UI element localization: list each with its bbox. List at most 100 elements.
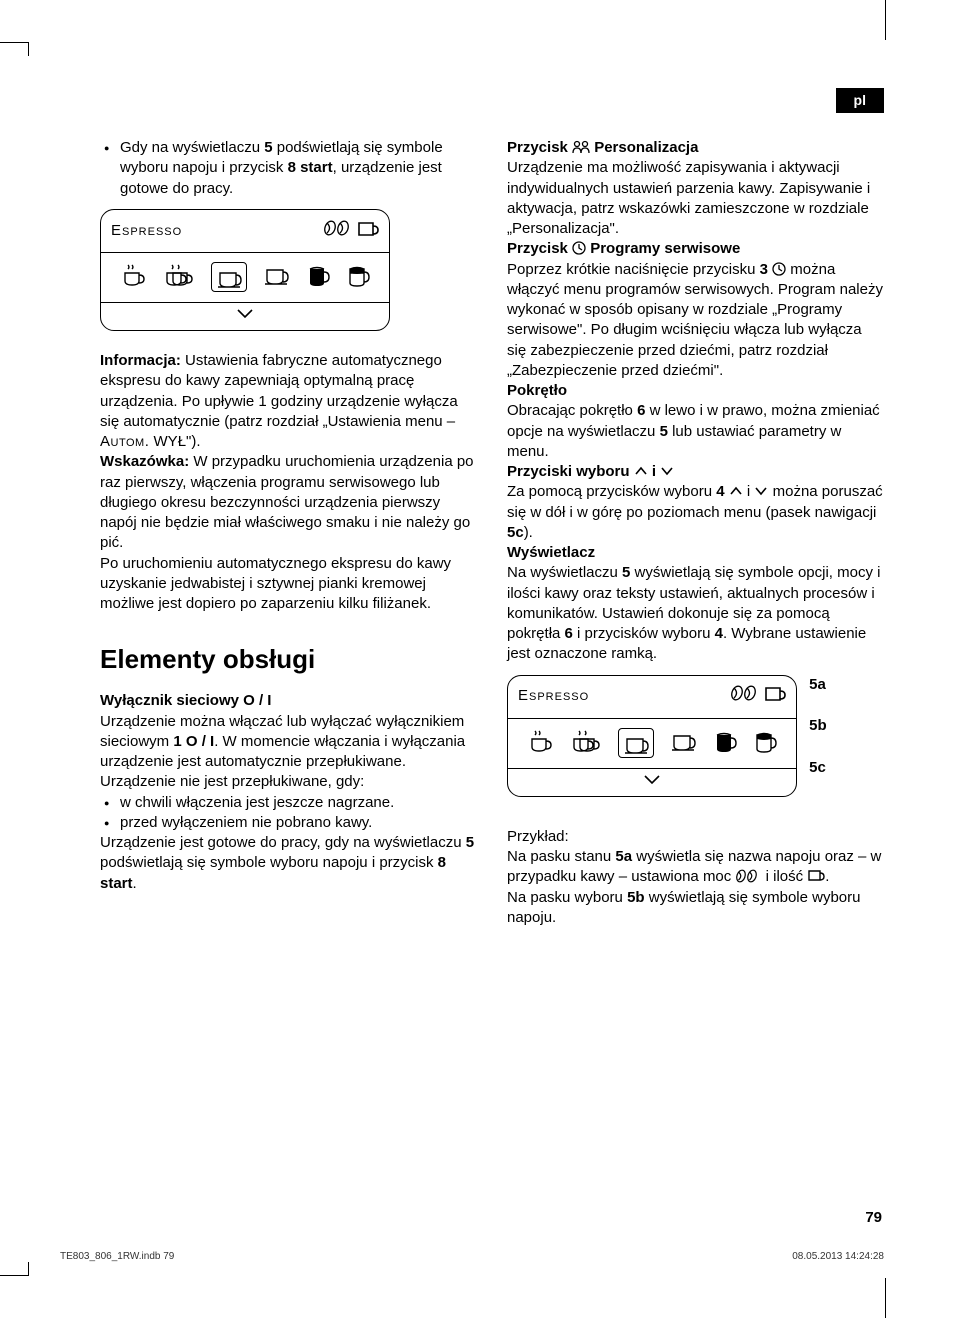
example-label: Przykład: <box>507 827 884 847</box>
chevron-up-icon <box>634 463 648 480</box>
text: WYŁ"). <box>149 433 200 450</box>
ref: 5 <box>264 139 272 156</box>
right-column: Przycisk Personalizacja Urządzenie ma mo… <box>507 138 884 928</box>
display-title: Espresso <box>518 686 589 706</box>
ref: 5a <box>615 848 632 865</box>
paragraph: Urządzenie można włączać lub wyłączać wy… <box>100 712 477 773</box>
page-number: 79 <box>865 1208 882 1228</box>
ref: 5c <box>507 524 524 541</box>
cup-large-icon <box>670 728 696 758</box>
paragraph: Na pasku stanu 5a wyświetla się nazwa na… <box>507 847 884 888</box>
text: Urządzenie jest gotowe do pracy, gdy na … <box>100 834 466 851</box>
footer-left: TE803_806_1RW.indb 79 <box>60 1250 174 1264</box>
subheading-power: Wyłącznik sieciowy O / I <box>100 691 477 711</box>
beans-icon <box>735 868 761 885</box>
text: można włączyć menu programów serwisowych… <box>507 261 883 379</box>
chevron-up-icon <box>729 483 743 500</box>
paragraph: Urządzenie nie jest przepłukiwane, gdy: <box>100 772 477 792</box>
chevron-down-icon <box>754 483 768 500</box>
ref: 6 <box>565 625 573 642</box>
display-illustration-labeled: Espresso <box>507 675 797 797</box>
ref: 4 <box>715 625 723 642</box>
cup-size-icon <box>807 868 825 885</box>
info-paragraph: Informacja: Ustawienia fabryczne automat… <box>100 351 477 452</box>
language-tab: pl <box>836 88 884 113</box>
left-column: Gdy na wyświetlaczu 5 podświetlają się s… <box>100 138 477 928</box>
paragraph: Obracając pokrętło 6 w lewo i w prawo, m… <box>507 401 884 462</box>
paragraph: Na wyświetlaczu 5 wyświetlają się symbol… <box>507 563 884 664</box>
label-5a: 5a <box>809 675 827 695</box>
text: i <box>648 463 661 480</box>
label-5b: 5b <box>809 716 827 736</box>
ref: 3 <box>760 261 768 278</box>
ref: 8 start <box>288 159 333 176</box>
subheading-knob: Pokrętło <box>507 381 884 401</box>
ref: 1 O / I <box>173 733 214 750</box>
text: Za pomocą przycisków wyboru <box>507 483 716 500</box>
chevron-down-icon <box>643 772 661 792</box>
service-icon <box>572 240 586 257</box>
hint-paragraph: Wskazówka: W przypadku uruchomienia urzą… <box>100 452 477 553</box>
mug-filled-icon <box>305 261 329 293</box>
content-columns: Gdy na wyświetlaczu 5 podświetlają się s… <box>100 138 884 928</box>
paragraph: Urządzenie jest gotowe do pracy, gdy na … <box>100 833 477 894</box>
chevron-down-icon <box>660 463 674 480</box>
strength-size-icons <box>730 682 786 710</box>
display-illustration: Espresso <box>100 209 390 331</box>
label-5c: 5c <box>809 758 827 778</box>
paragraph: Po uruchomieniu automatycznego ekspresu … <box>100 554 477 615</box>
ref: 5 <box>660 423 668 440</box>
subheading-service: Przycisk Programy serwisowe <box>507 239 884 259</box>
cup-small-icon <box>526 727 554 759</box>
text: Przyciski wyboru <box>507 463 634 480</box>
mug-filled-icon <box>712 727 736 759</box>
smallcaps: Autom. <box>100 433 149 450</box>
text: Gdy na wyświetlaczu <box>120 139 264 156</box>
paragraph: Urządzenie ma możliwość zapisywania i ak… <box>507 158 884 239</box>
text: i przycisków wyboru <box>573 625 715 642</box>
footer-right: 08.05.2013 14:24:28 <box>792 1250 884 1264</box>
cup-small-icon <box>119 261 147 293</box>
display-row-labels: 5a 5b 5c <box>809 665 827 789</box>
text: ). <box>524 524 533 541</box>
list-item: w chwili włączenia jest jeszcze nagrzane… <box>100 793 477 813</box>
paragraph: Na pasku wyboru 5b wyświetlają się symbo… <box>507 888 884 929</box>
ref: 5 <box>466 834 474 851</box>
label: Wskazówka: <box>100 453 189 470</box>
text: . <box>133 875 137 892</box>
display-title: Espresso <box>111 221 182 241</box>
cup-large-icon <box>263 262 289 292</box>
text: i <box>743 483 755 500</box>
selected-cup-icon <box>211 262 247 292</box>
service-icon <box>772 261 786 278</box>
text: Poprzez krótkie naciśnięcie przycisku <box>507 261 760 278</box>
text: Personalizacja <box>590 139 698 156</box>
section-heading: Elementy obsługi <box>100 642 477 677</box>
chevron-down-icon <box>236 306 254 326</box>
text: . <box>825 868 829 885</box>
cup-double-icon <box>163 261 195 293</box>
subheading-display: Wyświetlacz <box>507 543 884 563</box>
text: Przycisk <box>507 240 572 257</box>
page-footer: TE803_806_1RW.indb 79 08.05.2013 14:24:2… <box>60 1250 884 1264</box>
subheading-select: Przyciski wyboru i <box>507 462 884 482</box>
subheading-personalize: Przycisk Personalizacja <box>507 138 884 158</box>
paragraph: Poprzez krótkie naciśnięcie przycisku 3 … <box>507 260 884 382</box>
text: Na pasku wyboru <box>507 889 627 906</box>
ref: 5b <box>627 889 645 906</box>
label: Informacja: <box>100 352 181 369</box>
text: Obracając pokrętło <box>507 402 637 419</box>
cup-double-icon <box>570 727 602 759</box>
ref: 4 <box>716 483 724 500</box>
text: Programy serwisowe <box>586 240 740 257</box>
mug-outline-icon <box>345 261 371 293</box>
paragraph: Za pomocą przycisków wyboru 4 i można po… <box>507 482 884 543</box>
text: Przycisk <box>507 139 572 156</box>
strength-size-icons <box>323 217 379 245</box>
text: i ilość <box>761 868 807 885</box>
mug-outline-icon <box>752 727 778 759</box>
text: podświetlają się symbole wyboru napoju i… <box>100 854 438 871</box>
list-item: przed wyłączeniem nie pobrano kawy. <box>100 813 477 833</box>
text: Na pasku stanu <box>507 848 615 865</box>
text: Na wyświetlaczu <box>507 564 622 581</box>
